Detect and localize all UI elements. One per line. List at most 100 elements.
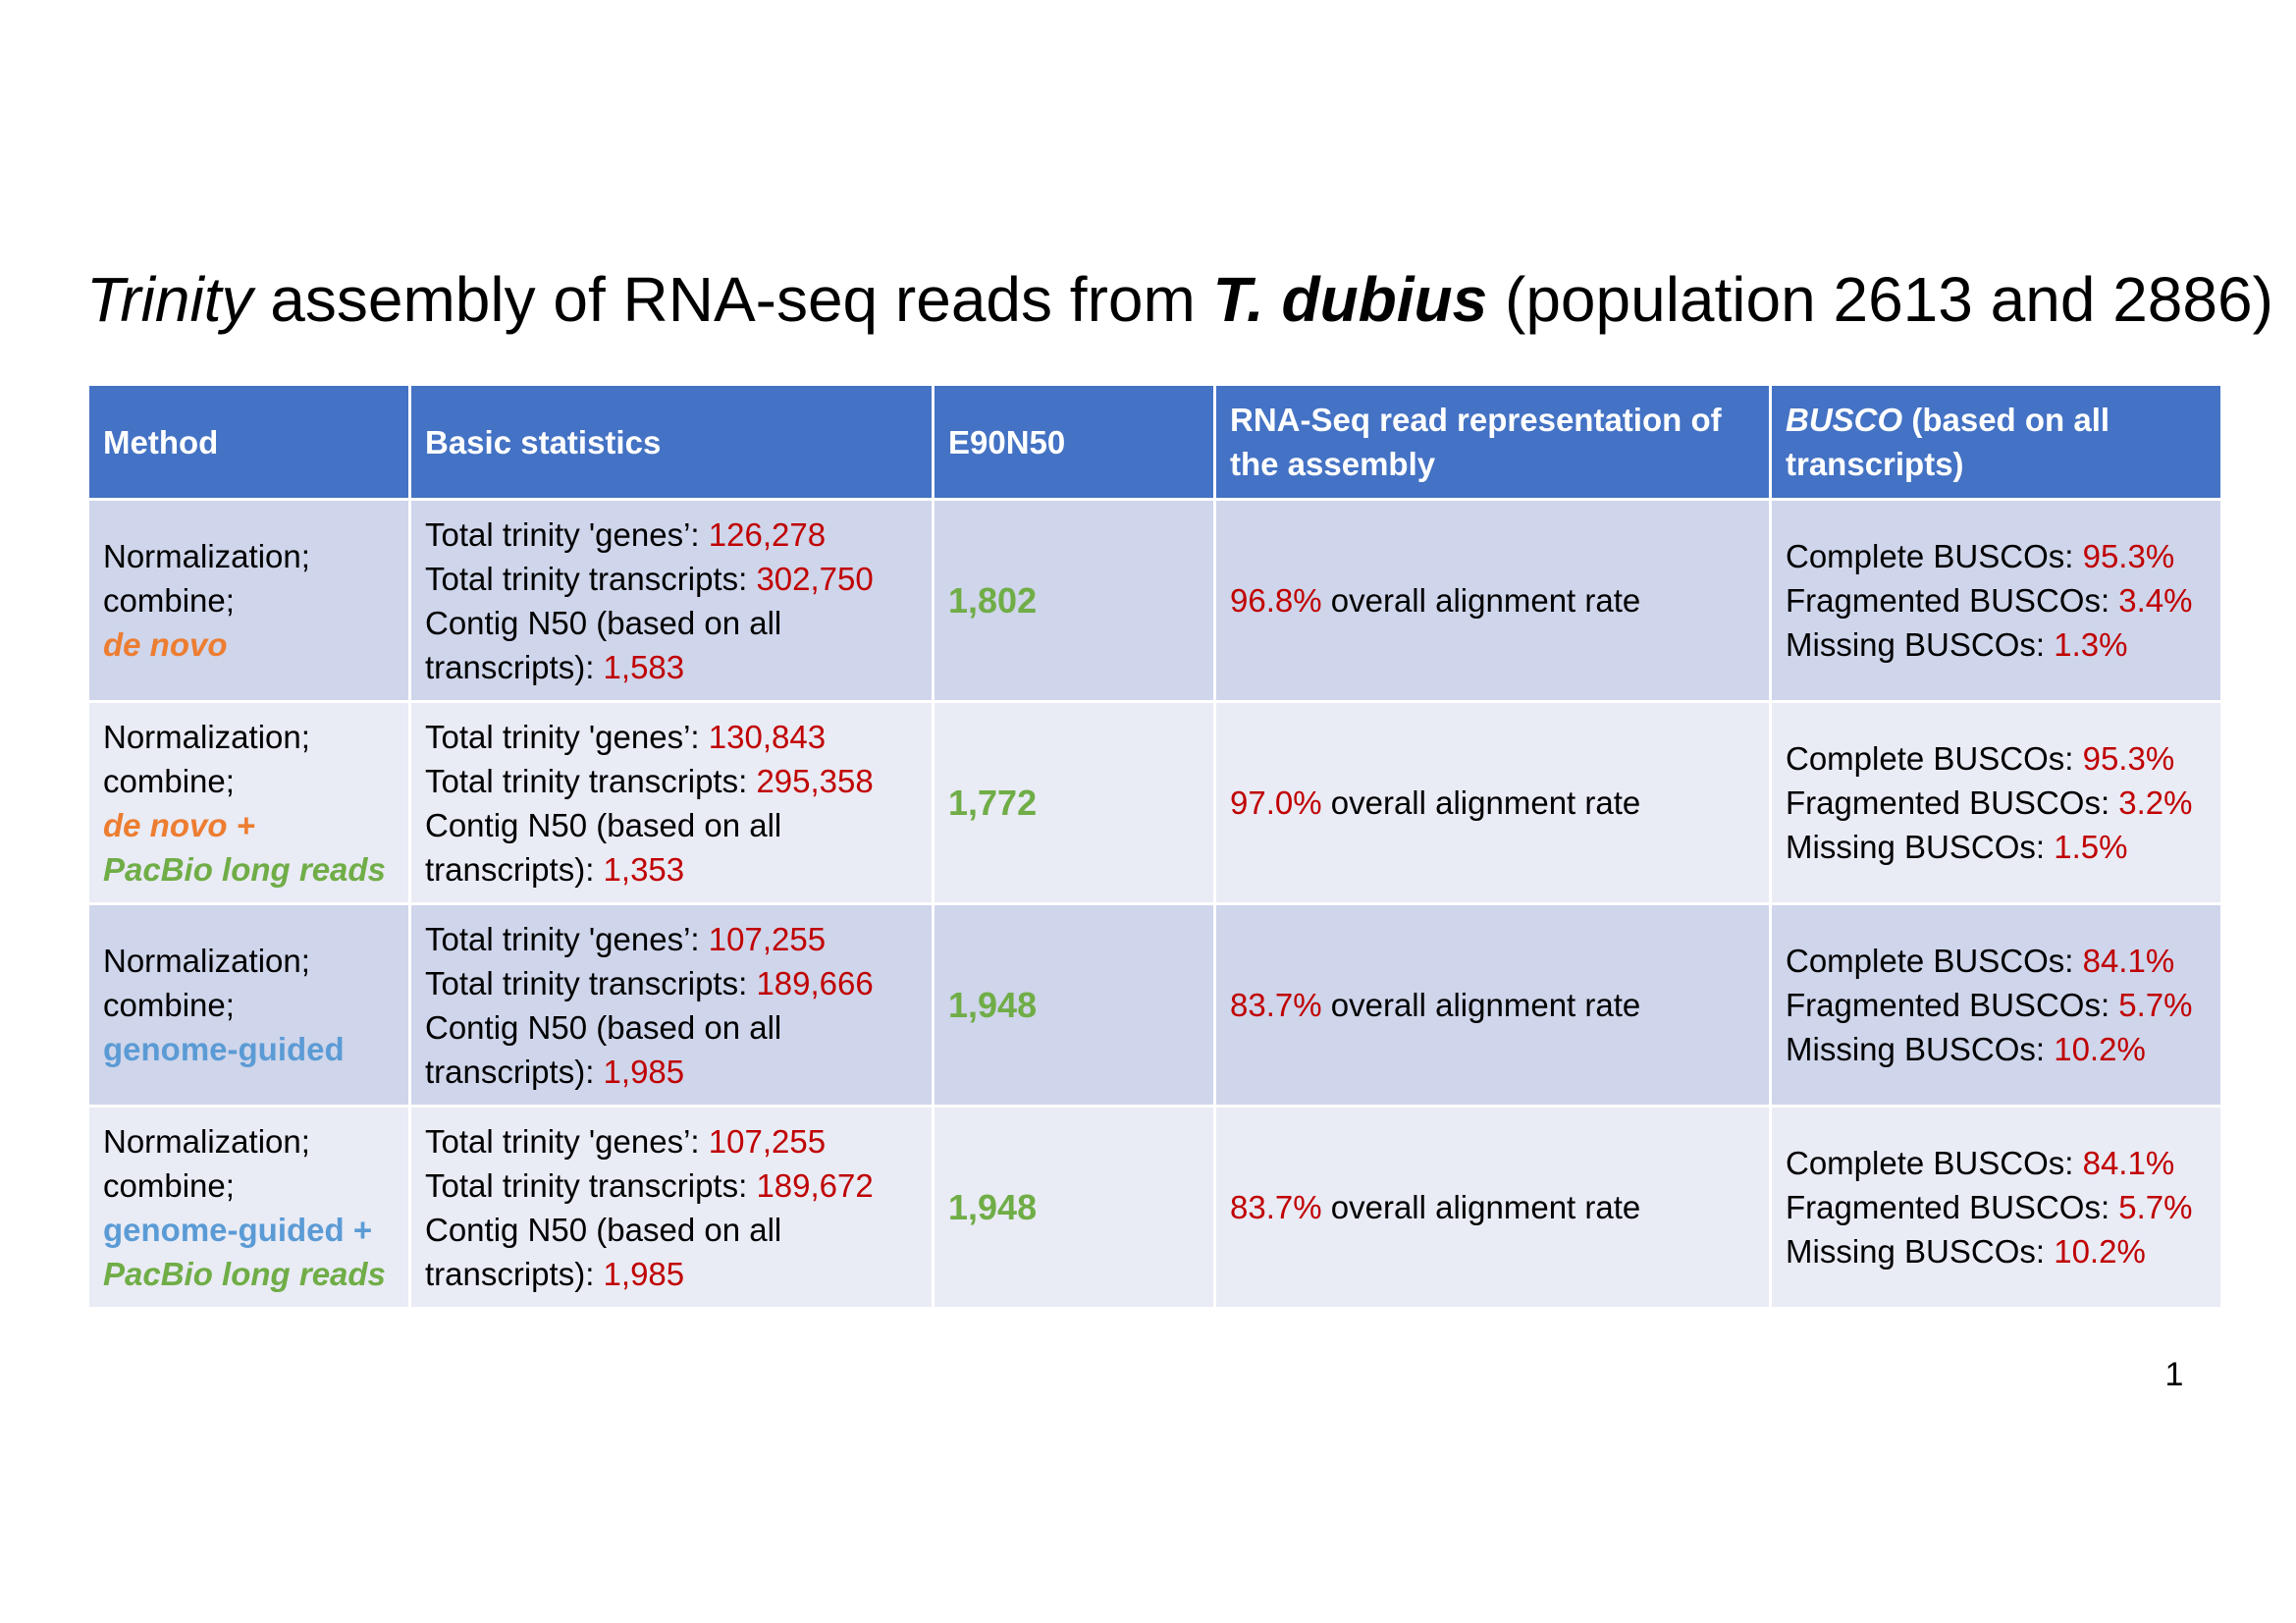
n50-line: transcripts): 1,985 bbox=[425, 1252, 918, 1296]
missing-label: Missing BUSCOs: bbox=[1786, 626, 2055, 663]
busco-fragmented: Fragmented BUSCOs: 3.2% bbox=[1786, 781, 2207, 825]
title-trinity: Trinity bbox=[86, 264, 253, 335]
fragmented-value: 5.7% bbox=[2118, 1189, 2193, 1225]
header-busco-rest: (based on all transcripts) bbox=[1786, 402, 2110, 482]
complete-label: Complete BUSCOs: bbox=[1786, 538, 2083, 574]
e90n50-value: 1,772 bbox=[948, 782, 1038, 823]
method-type: genome-guided bbox=[103, 1031, 345, 1067]
genes-line: Total trinity 'genes’: 126,278 bbox=[425, 513, 918, 557]
complete-label: Complete BUSCOs: bbox=[1786, 740, 2083, 777]
genes-label: Total trinity 'genes’: bbox=[425, 920, 709, 957]
header-rnaseq: RNA-Seq read representation of the assem… bbox=[1213, 383, 1772, 501]
fragmented-label: Fragmented BUSCOs: bbox=[1786, 1189, 2119, 1225]
e90n50-value: 1,948 bbox=[948, 984, 1038, 1025]
busco-cell: Complete BUSCOs: 95.3% Fragmented BUSCOs… bbox=[1769, 700, 2223, 905]
method-normalization: Normalization; bbox=[103, 1122, 310, 1160]
missing-label: Missing BUSCOs: bbox=[1786, 829, 2055, 865]
n50-value: 1,353 bbox=[603, 850, 685, 888]
n50-line: transcripts): 1,985 bbox=[425, 1050, 918, 1094]
fragmented-label: Fragmented BUSCOs: bbox=[1786, 582, 2119, 619]
method-pacbio: PacBio long reads bbox=[103, 850, 386, 888]
e90n50-cell: 1,948 bbox=[932, 902, 1216, 1108]
header-basic-statistics: Basic statistics bbox=[408, 383, 934, 501]
method-cell: Normalization; combine; de novo + PacBio… bbox=[86, 700, 411, 905]
alignment-cell: 96.8% overall alignment rate bbox=[1213, 498, 1772, 703]
transcripts-value: 189,666 bbox=[756, 964, 874, 1001]
n50-value: 1,985 bbox=[603, 1255, 685, 1292]
transcripts-value: 295,358 bbox=[756, 762, 874, 799]
complete-value: 84.1% bbox=[2082, 943, 2175, 979]
complete-label: Complete BUSCOs: bbox=[1786, 943, 2083, 979]
alignment-label: overall alignment rate bbox=[1321, 784, 1641, 821]
complete-value: 95.3% bbox=[2082, 740, 2175, 777]
transcripts-label: Total trinity transcripts: bbox=[425, 762, 757, 799]
basic-stats-cell: Total trinity 'genes’: 130,843 Total tri… bbox=[408, 700, 934, 905]
transcripts-line: Total trinity transcripts: 189,666 bbox=[425, 961, 918, 1005]
genes-line: Total trinity 'genes’: 130,843 bbox=[425, 715, 918, 759]
fragmented-value: 3.2% bbox=[2118, 784, 2193, 821]
alignment-cell: 97.0% overall alignment rate bbox=[1213, 700, 1772, 905]
busco-missing: Missing BUSCOs: 1.3% bbox=[1786, 622, 2207, 667]
busco-missing: Missing BUSCOs: 1.5% bbox=[1786, 825, 2207, 869]
n50-label-b: transcripts): bbox=[425, 1255, 604, 1292]
fragmented-value: 5.7% bbox=[2118, 987, 2193, 1023]
header-e90n50: E90N50 bbox=[932, 383, 1216, 501]
method-cell: Normalization; combine; de novo bbox=[86, 498, 411, 703]
transcripts-label: Total trinity transcripts: bbox=[425, 560, 757, 597]
title-species: T. dubius bbox=[1212, 264, 1488, 335]
busco-complete: Complete BUSCOs: 95.3% bbox=[1786, 534, 2207, 578]
header-method: Method bbox=[86, 383, 411, 501]
busco-cell: Complete BUSCOs: 84.1% Fragmented BUSCOs… bbox=[1769, 902, 2223, 1108]
n50-label-a: Contig N50 (based on all bbox=[425, 1211, 782, 1248]
method-type: de novo + bbox=[103, 806, 255, 843]
method-combine: combine; bbox=[103, 762, 235, 799]
transcripts-label: Total trinity transcripts: bbox=[425, 964, 757, 1001]
transcripts-value: 189,672 bbox=[756, 1166, 874, 1204]
genes-value: 126,278 bbox=[708, 515, 827, 553]
slide-title: Trinity assembly of RNA-seq reads from T… bbox=[86, 257, 2273, 342]
method-cell: Normalization; combine; genome-guided + … bbox=[86, 1105, 411, 1310]
n50-label-b: transcripts): bbox=[425, 850, 604, 888]
title-population: (population 2613 and 2886) bbox=[1487, 264, 2273, 335]
n50-value: 1,985 bbox=[603, 1053, 685, 1090]
n50-label-a: Contig N50 (based on all bbox=[425, 604, 782, 641]
missing-value: 1.3% bbox=[2054, 626, 2128, 663]
e90n50-value: 1,948 bbox=[948, 1186, 1038, 1227]
method-combine: combine; bbox=[103, 582, 235, 619]
n50-label-b: transcripts): bbox=[425, 1053, 604, 1090]
transcripts-value: 302,750 bbox=[756, 560, 874, 597]
genes-label: Total trinity 'genes’: bbox=[425, 718, 709, 755]
n50-line: transcripts): 1,583 bbox=[425, 645, 918, 689]
alignment-label: overall alignment rate bbox=[1321, 1189, 1641, 1225]
missing-value: 10.2% bbox=[2054, 1031, 2146, 1067]
busco-complete: Complete BUSCOs: 95.3% bbox=[1786, 736, 2207, 781]
complete-value: 84.1% bbox=[2082, 1145, 2175, 1181]
method-type: de novo bbox=[103, 626, 228, 663]
title-middle: assembly of RNA-seq reads from bbox=[252, 264, 1213, 335]
method-cell: Normalization; combine; genome-guided bbox=[86, 902, 411, 1108]
method-combine: combine; bbox=[103, 1166, 235, 1204]
alignment-value: 97.0% bbox=[1230, 784, 1322, 821]
basic-stats-cell: Total trinity 'genes’: 107,255 Total tri… bbox=[408, 1105, 934, 1310]
genes-value: 107,255 bbox=[708, 920, 827, 957]
transcripts-line: Total trinity transcripts: 302,750 bbox=[425, 557, 918, 601]
transcripts-line: Total trinity transcripts: 189,672 bbox=[425, 1163, 918, 1208]
header-row: Method Basic statistics E90N50 RNA-Seq r… bbox=[86, 383, 2223, 501]
n50-label-b: transcripts): bbox=[425, 648, 604, 685]
busco-fragmented: Fragmented BUSCOs: 5.7% bbox=[1786, 1185, 2207, 1229]
fragmented-label: Fragmented BUSCOs: bbox=[1786, 987, 2119, 1023]
genes-value: 130,843 bbox=[708, 718, 827, 755]
basic-stats-cell: Total trinity 'genes’: 126,278 Total tri… bbox=[408, 498, 934, 703]
basic-stats-cell: Total trinity 'genes’: 107,255 Total tri… bbox=[408, 902, 934, 1108]
busco-cell: Complete BUSCOs: 84.1% Fragmented BUSCOs… bbox=[1769, 1105, 2223, 1310]
fragmented-value: 3.4% bbox=[2118, 582, 2193, 619]
alignment-value: 83.7% bbox=[1230, 1189, 1322, 1225]
assembly-table: Method Basic statistics E90N50 RNA-Seq r… bbox=[86, 383, 2223, 1310]
busco-fragmented: Fragmented BUSCOs: 3.4% bbox=[1786, 578, 2207, 622]
complete-value: 95.3% bbox=[2082, 538, 2175, 574]
complete-label: Complete BUSCOs: bbox=[1786, 1145, 2083, 1181]
method-normalization: Normalization; bbox=[103, 943, 310, 979]
missing-label: Missing BUSCOs: bbox=[1786, 1031, 2055, 1067]
missing-label: Missing BUSCOs: bbox=[1786, 1233, 2055, 1270]
transcripts-label: Total trinity transcripts: bbox=[425, 1166, 757, 1204]
